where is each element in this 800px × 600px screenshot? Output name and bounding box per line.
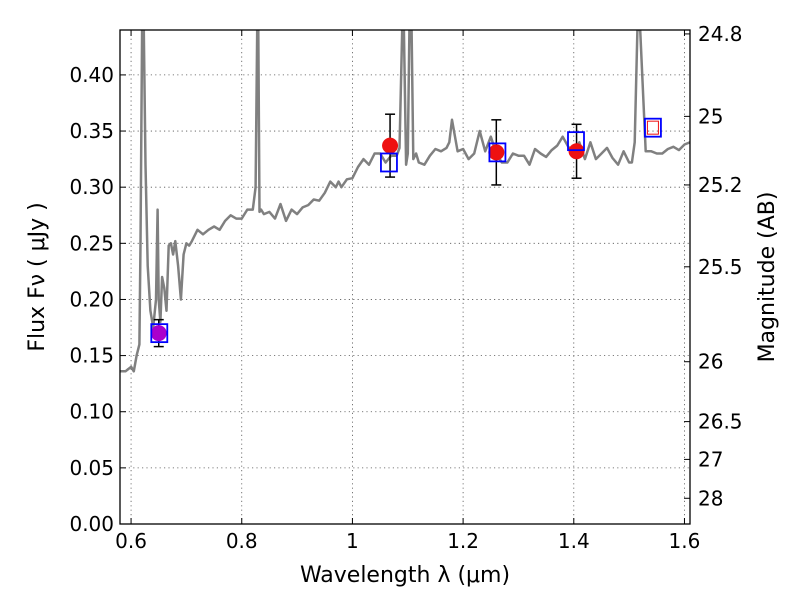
y-axis-right-label: Magnitude (AB) [755, 192, 780, 363]
grid [120, 30, 690, 525]
y-tick-label: 0.15 [69, 344, 114, 368]
right-tick-label: 25.5 [698, 255, 743, 279]
model-square [380, 152, 398, 173]
data-point [488, 144, 505, 161]
y-tick-label: 0.20 [69, 287, 114, 311]
y-tick-label: 0.40 [69, 63, 114, 87]
x-tick-label: 1 [346, 529, 359, 553]
data-point [382, 137, 399, 154]
spectrum-line [120, 30, 690, 373]
plot-frame [119, 29, 691, 525]
y-tick-label: 0.30 [69, 175, 114, 199]
y-tick-label: 0.00 [69, 512, 114, 536]
x-axis-label: Wavelength λ (μm) [300, 563, 510, 588]
model-square [567, 131, 585, 152]
data-marks [150, 113, 662, 348]
right-tick-label: 25.2 [698, 173, 743, 197]
model-square-inner [646, 120, 659, 135]
y-tick-label: 0.10 [69, 400, 114, 424]
x-tick-label: 1.2 [447, 529, 479, 553]
plot-area [120, 30, 690, 373]
right-tick-label: 26.5 [698, 410, 743, 434]
right-tick-label: 27 [698, 447, 723, 471]
model-square [488, 142, 507, 163]
y-tick-label: 0.05 [69, 456, 114, 480]
right-tick-label: 24.8 [698, 22, 743, 46]
data-point [568, 143, 585, 160]
data-point [150, 325, 167, 342]
y-axis-label: Flux Fν ( μJy ) [25, 202, 50, 351]
x-tick-label: 0.6 [115, 529, 147, 553]
y-tick-label: 0.35 [69, 119, 114, 143]
x-tick-label: 1.6 [669, 529, 701, 553]
right-tick-label: 28 [698, 486, 723, 510]
right-tick-label: 25 [698, 104, 723, 128]
model-square [150, 323, 169, 344]
right-tick-label: 26 [698, 350, 723, 374]
y-tick-label: 0.25 [69, 231, 114, 255]
model-square [644, 117, 662, 138]
x-tick-label: 0.8 [226, 529, 258, 553]
x-tick-label: 1.4 [558, 529, 590, 553]
ticks: 0.6 0.8 1 1.2 1.4 1.6 0.00 0.05 0.10 0.15 0.20 0.25… [69, 22, 742, 553]
